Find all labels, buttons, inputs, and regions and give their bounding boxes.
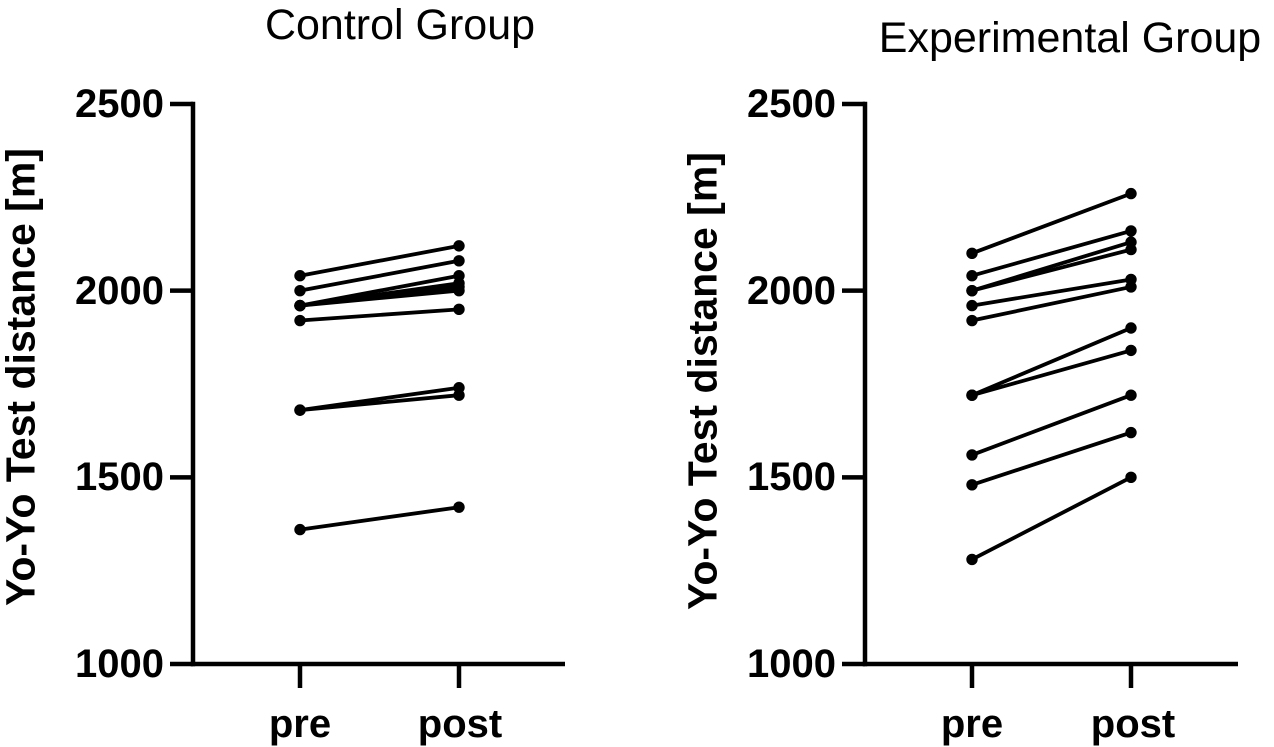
subject-pair-line [971,326,1132,397]
post-data-dot [453,284,465,297]
experimental-y-tick-label-2000: 2000 [747,269,836,313]
pre-data-dot [966,247,978,260]
control-plot [170,101,565,688]
post-data-dot [453,501,465,513]
control-y-axis-label: Yo-Yo Test distance [m] [0,148,44,606]
pre-data-dot [294,299,306,312]
experimental-x-tick-label-post: post [1090,702,1176,746]
subject-pair-line [299,307,460,323]
experimental-plot [842,101,1238,688]
subject-pair-line [971,247,1132,293]
post-data-dot [453,255,465,267]
pre-data-dot [966,449,978,461]
post-data-dot [453,240,465,252]
control-y-tick-label-1000: 1000 [75,642,164,686]
control-y-tick-label-1500: 1500 [75,455,164,499]
post-data-dot [1125,322,1137,334]
post-data-dot [1125,243,1137,256]
subject-pair-line [299,258,460,293]
experimental-y-tick-label-1000: 1000 [747,642,836,686]
pre-data-dot [294,404,306,416]
post-data-dot [1125,389,1137,401]
pre-data-dot [294,284,306,297]
subject-pair-line [299,393,460,413]
experimental-y-axis-label: Yo-Yo Test distance [m] [679,152,726,610]
pre-data-dot [294,270,306,282]
subject-pair-line [971,475,1132,562]
experimental-y-tick-label-1500: 1500 [747,455,836,499]
post-data-dot [1125,344,1137,357]
control-plot-title: Control Group [264,1,536,49]
pre-data-dot [966,284,978,297]
post-data-dot [453,303,465,316]
pre-data-dot [966,299,978,312]
control-x-tick-label-post: post [417,702,503,746]
pre-data-dot [966,270,978,282]
subject-pair-line [299,243,460,278]
control-y-tick-label-2000: 2000 [75,269,164,313]
subject-pair-line [971,229,1132,278]
experimental-plot-title: Experimental Group [878,14,1262,62]
post-data-dot [1125,187,1137,200]
pre-data-dot [294,314,306,327]
post-data-dot [453,389,465,401]
subject-pair-line [971,191,1132,256]
pre-data-dot [966,479,978,491]
post-data-dot [1125,225,1137,237]
post-data-dot [1125,471,1137,484]
post-data-dot [1125,426,1137,439]
pre-data-dot [966,553,978,566]
control-x-tick-label-pre: pre [268,702,332,746]
experimental-y-tick-label-2500: 2500 [747,82,836,126]
pre-data-dot [966,314,978,327]
subject-pair-line [971,393,1132,457]
subject-pair-line [971,348,1132,398]
pre-data-dot [294,523,306,536]
subject-pair-line [971,277,1132,308]
subject-pair-line [971,285,1132,323]
subject-pair-line [299,288,460,308]
subject-pair-line [299,505,460,532]
control-y-tick-label-2500: 2500 [75,82,164,126]
post-data-dot [1125,281,1137,293]
subject-pair-line [971,430,1132,487]
pre-data-dot [966,389,978,401]
experimental-x-tick-label-pre: pre [940,702,1004,746]
